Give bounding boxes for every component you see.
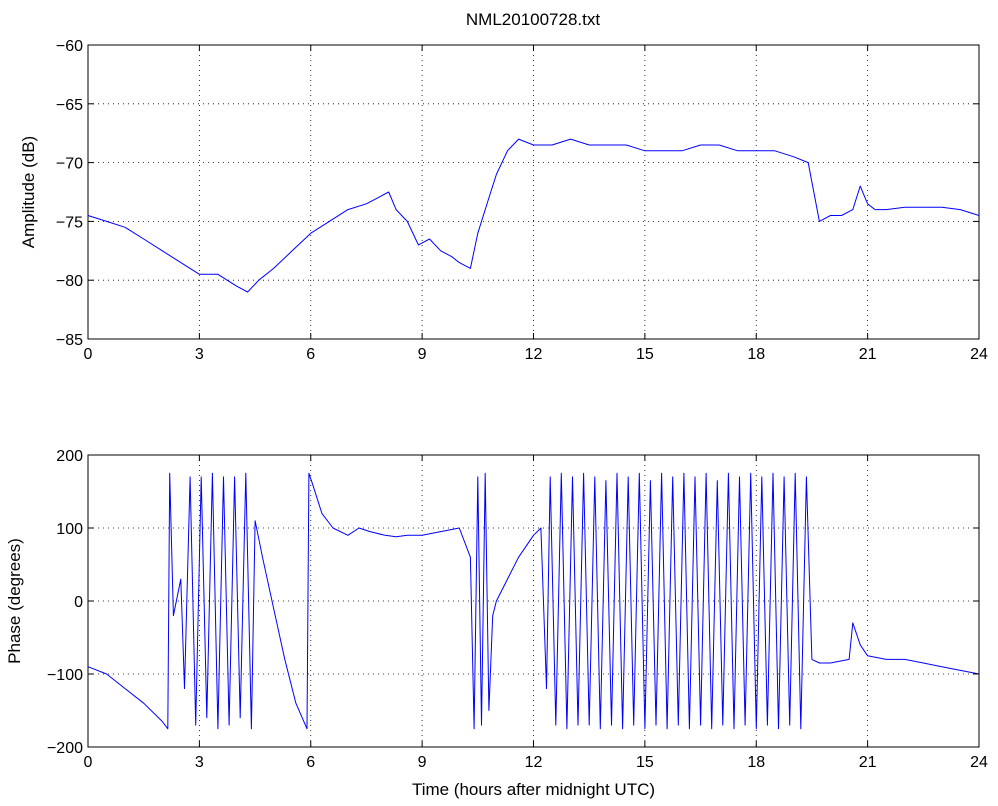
- amplitude-plot-area: [87, 44, 980, 340]
- amplitude-ylabel: Amplitude (dB): [19, 136, 38, 248]
- amplitude-xtick-label: 12: [525, 346, 543, 363]
- phase-series-line: [87, 472, 980, 730]
- amplitude-panel: 0 3 6 9 12 15 18 21 24 −85 −80 −75 −70 −65 −60 Amplitud…: [19, 38, 988, 363]
- phase-xtick-label: 21: [859, 754, 877, 771]
- phase-xtick-label: 6: [306, 754, 315, 771]
- phase-xtick-label: 15: [636, 754, 654, 771]
- phase-xtick-label: 0: [84, 754, 93, 771]
- phase-xtick-label: 12: [525, 754, 543, 771]
- amplitude-xtick-label: 6: [306, 346, 315, 363]
- amplitude-ytick-label: −75: [56, 214, 83, 231]
- phase-ytick-label: −200: [47, 740, 83, 757]
- phase-ytick-label: 100: [56, 521, 83, 538]
- phase-panel: 0 3 6 9 12 15 18 21 24 −200 −100 0 100 200 Phase (degr…: [5, 448, 988, 799]
- phase-xlabel: Time (hours after midnight UTC): [412, 780, 655, 799]
- phase-xtick-label: 9: [418, 754, 427, 771]
- phase-xtick-label: 3: [195, 754, 204, 771]
- amplitude-xtick-label: 3: [195, 346, 204, 363]
- amplitude-xtick-label: 0: [84, 346, 93, 363]
- amplitude-xtick-label: 21: [859, 346, 877, 363]
- amplitude-ytick-label: −60: [56, 38, 83, 55]
- phase-ytick-label: 200: [56, 448, 83, 465]
- phase-ylabel: Phase (degrees): [5, 538, 24, 664]
- amplitude-ytick-label: −65: [56, 97, 83, 114]
- phase-xtick-label: 24: [970, 754, 988, 771]
- amplitude-ytick-label: −80: [56, 273, 83, 290]
- chart-title: NML20100728.txt: [466, 10, 600, 29]
- phase-ytick-label: −100: [47, 667, 83, 684]
- phase-ytick-label: 0: [74, 594, 83, 611]
- amplitude-ytick-label: −70: [56, 156, 83, 173]
- amplitude-ytick-label: −85: [56, 332, 83, 349]
- amplitude-xtick-label: 9: [418, 346, 427, 363]
- amplitude-xtick-label: 24: [970, 346, 988, 363]
- phase-xtick-label: 18: [747, 754, 765, 771]
- amplitude-xtick-label: 18: [747, 346, 765, 363]
- amplitude-xtick-label: 15: [636, 346, 654, 363]
- amplitude-series-line: [87, 138, 980, 293]
